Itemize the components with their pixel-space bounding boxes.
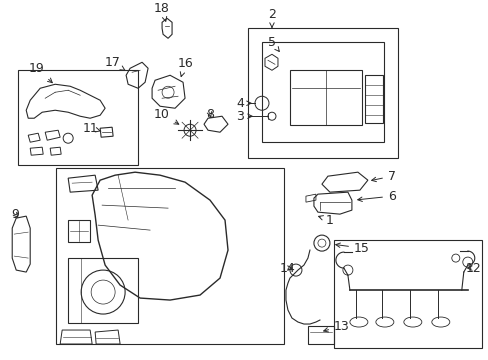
Bar — [68, 258, 138, 323]
Text: 2: 2 — [267, 8, 275, 27]
Text: 18: 18 — [154, 2, 170, 21]
Text: 16: 16 — [177, 57, 193, 77]
Bar — [262, 42, 383, 142]
Text: 12: 12 — [465, 262, 481, 275]
Text: 1: 1 — [318, 213, 333, 227]
Text: 6: 6 — [357, 190, 395, 203]
Text: 13: 13 — [323, 320, 349, 333]
Text: 19: 19 — [28, 62, 52, 83]
Text: 5: 5 — [267, 36, 279, 51]
Bar — [307, 326, 333, 344]
Text: 8: 8 — [205, 108, 214, 121]
Text: 14: 14 — [280, 262, 295, 275]
Bar — [56, 168, 284, 344]
Text: 9: 9 — [11, 208, 19, 221]
Bar — [289, 70, 361, 125]
Bar — [68, 220, 90, 242]
Text: 17: 17 — [104, 56, 125, 71]
Text: 15: 15 — [335, 242, 369, 255]
Text: 11: 11 — [82, 122, 101, 135]
Text: 3: 3 — [236, 110, 252, 123]
Text: 4: 4 — [236, 97, 251, 110]
Bar — [247, 28, 397, 158]
Text: 7: 7 — [371, 170, 395, 183]
Bar — [18, 70, 138, 165]
Bar — [333, 240, 481, 348]
Text: 10: 10 — [154, 108, 179, 124]
Bar — [364, 75, 382, 123]
